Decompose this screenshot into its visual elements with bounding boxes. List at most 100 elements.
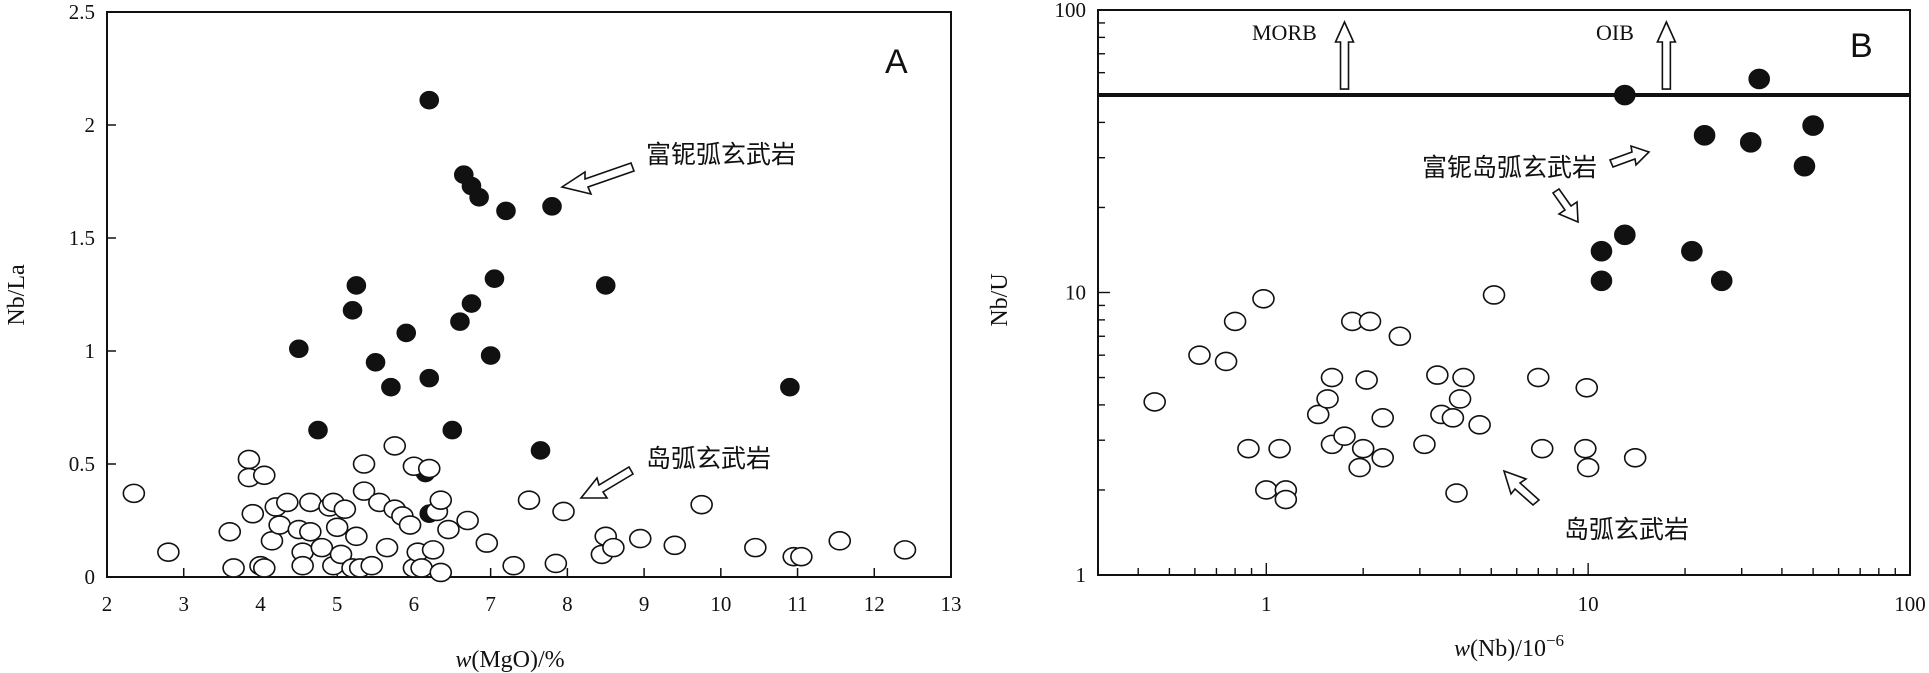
panel-b-point-open <box>1526 367 1550 388</box>
panel-a-y-tick-label: 0.5 <box>69 452 95 476</box>
panel-b-point-open <box>1575 377 1599 398</box>
panel-a-point-open <box>744 537 767 558</box>
panel-a-point-open <box>790 546 813 567</box>
panel-a-x-tick-label: 10 <box>710 592 731 616</box>
panel-a-point-open <box>352 454 376 474</box>
panel-a-point-open <box>299 492 322 513</box>
panel-a-point-open <box>544 553 568 574</box>
panel-a-y-tick-label: 1 <box>85 339 96 363</box>
panel-a-point-filled <box>450 312 470 331</box>
panel-b-y-tick-label: 10 <box>1065 281 1086 305</box>
panel-b-point-open <box>1468 415 1491 435</box>
panel-b-point-open <box>1333 426 1356 446</box>
panel-a-point-open <box>602 537 625 558</box>
panel-b-point-open <box>1268 438 1291 459</box>
panel-a-point-open <box>122 483 146 504</box>
panel-a-point-open <box>828 531 852 551</box>
panel-a-point-filled <box>289 339 309 359</box>
panel-a-point-open <box>456 510 479 531</box>
panel-a-y-tick-label: 1.5 <box>69 226 95 250</box>
panel-a-point-open <box>690 494 713 515</box>
panel-b-point-open <box>1254 480 1278 500</box>
panel-b-point-filled <box>1614 224 1636 246</box>
panel-a-x-tick-label: 7 <box>485 592 496 616</box>
panel-a-point-open <box>222 558 245 578</box>
panel-b-point-open <box>1530 438 1554 459</box>
panel-a-point-open <box>502 555 525 576</box>
panel-a-point-filled <box>484 269 505 288</box>
panel-a: 2 3 4 5 6 7 8 9 10 11 12 13 0 0.5 1 1.5 2 2.5 A 富铌弧玄武岩 岛… <box>4 0 962 673</box>
panel-b-arrow-nb-enriched-down <box>1551 187 1579 224</box>
panel-a-point-open <box>552 501 575 522</box>
panel-a-point-open <box>398 515 422 535</box>
panel-b-point-open <box>1274 489 1298 510</box>
panel-b-point-open <box>1441 408 1465 428</box>
panel-b-point-open <box>1223 311 1247 332</box>
panel-a-annotation-nb-enriched: 富铌弧玄武岩 <box>646 140 796 169</box>
panel-a-point-filled <box>419 368 440 388</box>
panel-a-arrow-arc-basalt <box>579 465 635 499</box>
panel-b-point-open <box>1623 447 1647 468</box>
panel-a-x-tick-label: 9 <box>639 592 650 616</box>
panel-a-point-open <box>893 540 917 560</box>
panel-b-point-open <box>1214 351 1238 372</box>
panel-b-point-filled <box>1793 155 1816 177</box>
panel-a-point-open <box>299 521 322 542</box>
panel-a-point-open <box>325 517 349 538</box>
panel-a-arrow-nb-enriched <box>560 161 636 196</box>
panel-b-point-filled <box>1590 240 1613 262</box>
panel-b-point-filled <box>1748 68 1771 90</box>
panel-b-point-open <box>1252 288 1275 309</box>
panel-b-oib-label: OIB <box>1596 20 1634 45</box>
panel-b-ylabel: Nb/U <box>987 273 1013 326</box>
panel-b-point-open <box>1448 389 1472 409</box>
panel-a-point-open <box>383 436 407 456</box>
panel-a-annotation-arc-basalt: 岛弧玄武岩 <box>646 444 771 473</box>
panel-a-point-open <box>268 515 291 535</box>
panel-b-point-open <box>1351 438 1375 459</box>
panel-b-point-open <box>1482 285 1506 305</box>
panel-a-x-tick-label: 2 <box>102 592 113 616</box>
panel-b-arrow-nb-enriched-right <box>1608 144 1651 169</box>
panel-a-point-open <box>375 537 399 558</box>
panel-b-arrow-arc-basalt <box>1502 469 1541 507</box>
panel-b-point-open <box>1452 367 1475 388</box>
panel-a-xlabel: w(MgO)/% <box>455 647 564 673</box>
panel-a-point-filled <box>308 420 328 440</box>
panel-a-point-filled <box>480 346 501 365</box>
panel-a-point-open <box>252 465 276 486</box>
panel-b-point-open <box>1316 389 1339 409</box>
panel-a-point-open <box>475 533 499 553</box>
panel-b-xlabel-suffix: (Nb)/10 <box>1470 636 1546 662</box>
panel-b-xlabel-exponent: −6 <box>1546 631 1564 650</box>
panel-a-point-filled <box>530 441 551 460</box>
panel-a-point-filled <box>396 323 417 343</box>
panel-a-point-open <box>417 458 441 479</box>
panel-b-point-open <box>1320 367 1344 388</box>
panel-a-point-open <box>663 535 687 556</box>
panel-b: 1 10 100 1 10 100 B MORB OIB 富铌岛弧玄武岩 岛弧玄武岩 N… <box>987 0 1926 662</box>
panel-a-ylabel: Nb/La <box>4 264 30 326</box>
panel-b-point-filled <box>1614 84 1636 106</box>
panel-b-oib-arrow <box>1656 20 1677 90</box>
panel-b-point-open <box>1188 345 1211 365</box>
panel-a-point-filled <box>496 201 516 221</box>
panel-b-point-open <box>1445 483 1468 503</box>
panel-a-point-filled <box>595 276 616 295</box>
panel-a-point-open <box>237 449 261 470</box>
panel-a-point-filled <box>461 294 482 313</box>
panel-a-point-filled <box>542 197 562 216</box>
panel-a-point-open <box>291 555 314 576</box>
panel-a-point-open <box>429 490 453 510</box>
panel-a-point-open <box>333 499 357 520</box>
panel-a-y-tick-label: 2 <box>85 113 96 137</box>
panel-b-xlabel-prefix: w <box>1454 636 1470 662</box>
panel-a-point-filled <box>469 188 489 207</box>
panel-a-point-filled <box>342 301 363 320</box>
panel-b-letter: B <box>1850 27 1873 65</box>
panel-b-xlabel: w(Nb)/10−6 <box>1454 631 1564 662</box>
panel-a-y-tick-label: 0 <box>85 565 96 589</box>
panel-a-point-open <box>157 542 180 562</box>
panel-a-y-tick-label: 2.5 <box>69 0 95 24</box>
